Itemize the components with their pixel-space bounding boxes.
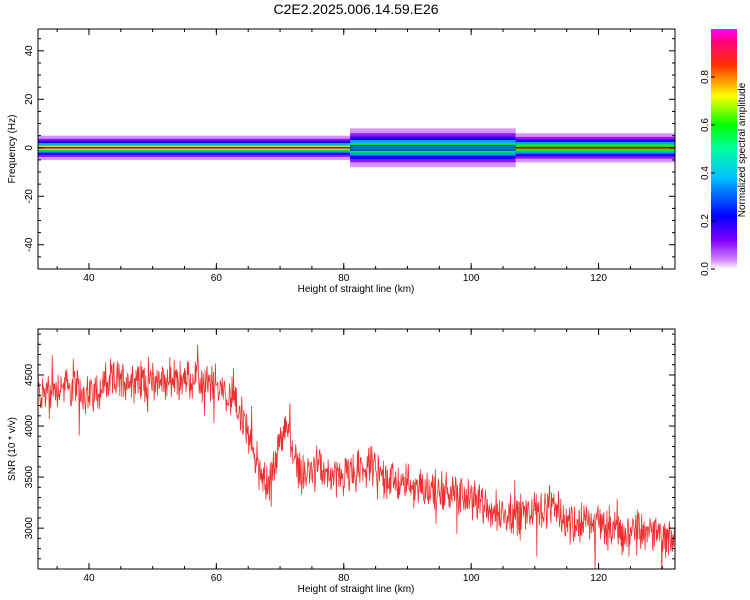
snr-ytick-label: 3000 <box>24 517 35 540</box>
colorbar-tick-label: 0.6 <box>700 118 711 132</box>
spectrogram-xtick-label: 120 <box>590 273 607 284</box>
colorbar-tick-label: 0.0 <box>700 262 711 276</box>
snr-xtick-label: 120 <box>590 573 607 584</box>
colorbar-gradient <box>711 29 737 269</box>
snr-ticks: 40 60 80 100 120 4500 4000 3500 3000 <box>24 329 675 584</box>
spectrogram-xlabel: Height of straight line (km) <box>298 284 415 295</box>
spectrogram-ytick-label: 0 <box>24 145 35 151</box>
colorbar-ticks: 0.0 0.2 0.4 0.6 0.8 <box>700 70 715 276</box>
snr-xtick-label: 100 <box>463 573 480 584</box>
spectrogram-ytick-label: 20 <box>24 93 35 105</box>
spectrogram-xtick-label: 40 <box>83 273 95 284</box>
spectrogram-frame <box>37 28 676 270</box>
snr-xlabel: Height of straight line (km) <box>298 584 415 595</box>
spectrogram-xtick-label: 100 <box>463 273 480 284</box>
spectrogram-ticks: 40 60 80 100 120 40 20 0 -20 -40 <box>24 29 675 284</box>
colorbar-tick-label: 0.2 <box>700 214 711 228</box>
spectrogram-xtick-label: 80 <box>338 273 350 284</box>
spectrogram-panel: 40 60 80 100 120 40 20 0 -20 -40 Height of straig… <box>7 28 676 295</box>
spectrogram-ytick-label: -40 <box>24 237 35 252</box>
spectrogram-xtick-label: 60 <box>211 273 223 284</box>
snr-xtick-label: 40 <box>83 573 95 584</box>
colorbar: 0.0 0.2 0.4 0.6 0.8 Normalized spectral ampl… <box>700 29 748 276</box>
snr-frame <box>37 328 676 570</box>
spectral-band <box>38 128 675 168</box>
colorbar-tick-label: 0.4 <box>700 166 711 180</box>
spectrogram-ytick-label: -20 <box>24 189 35 204</box>
spectrogram-ytick-label: 40 <box>24 45 35 57</box>
snr-xtick-label: 80 <box>338 573 350 584</box>
snr-ytick-label: 4000 <box>24 414 35 437</box>
snr-ylabel: SNR (10 * v/v) <box>7 417 18 481</box>
snr-ytick-label: 3500 <box>24 466 35 489</box>
colorbar-label: Normalized spectral amplitude <box>737 82 748 217</box>
snr-ytick-label: 4500 <box>24 363 35 386</box>
snr-xtick-label: 60 <box>211 573 223 584</box>
chart-title: C2E2.2025.006.14.59.E26 <box>273 1 438 17</box>
spectrogram-ylabel: Frequency (Hz) <box>7 115 18 184</box>
snr-series-line <box>38 344 675 569</box>
snr-panel: 40 60 80 100 120 4500 4000 3500 3000 Height of s… <box>7 328 676 595</box>
colorbar-tick-label: 0.8 <box>700 70 711 84</box>
